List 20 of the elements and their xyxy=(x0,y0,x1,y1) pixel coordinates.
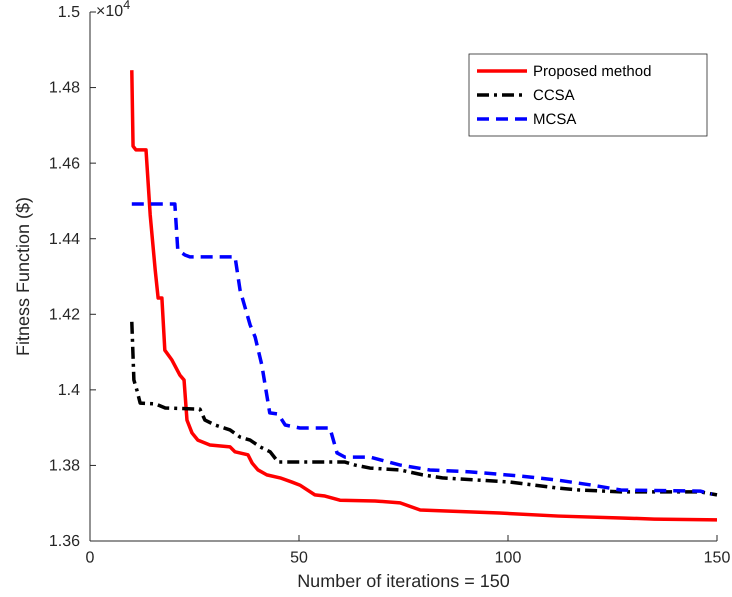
legend-label: Proposed method xyxy=(533,63,652,80)
y-tick-label: 1.46 xyxy=(48,155,80,172)
y-tick-label: 1.48 xyxy=(48,80,80,97)
y-tick-label: 1.44 xyxy=(48,230,80,248)
line-series xyxy=(130,202,714,496)
legend-label: MCSA xyxy=(533,111,576,128)
y-tick-label: 1.5 xyxy=(58,4,80,22)
y-tick-label: 1.36 xyxy=(48,533,80,550)
legend-label: CCSA xyxy=(533,87,575,104)
x-axis-title: Number of iterations = 150 xyxy=(297,571,510,591)
y-tick-label: 1.4 xyxy=(58,382,80,399)
annotation: ×10$^{4}$ xyxy=(96,0,130,20)
x-tick-label: 100 xyxy=(494,549,522,566)
y-tick-label: 1.38 xyxy=(48,458,80,475)
y-tick-label: 1.42 xyxy=(48,306,80,324)
x-tick-label: 50 xyxy=(290,549,308,566)
line-series xyxy=(130,320,719,497)
y-axis-title: Fitness Function ($) xyxy=(13,196,33,356)
x-tick-label: 150 xyxy=(704,549,730,566)
x-tick-label: 0 xyxy=(86,549,95,566)
